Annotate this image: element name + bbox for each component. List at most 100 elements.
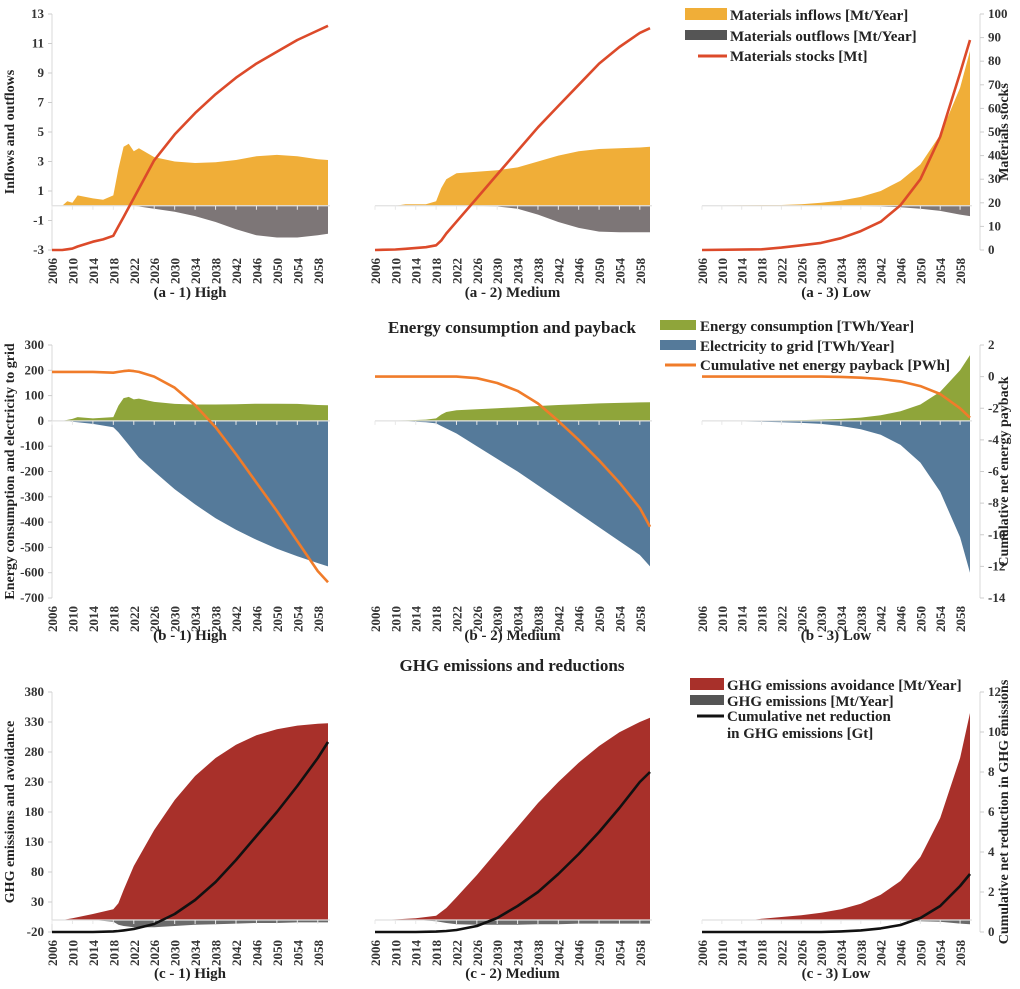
y-tick-label: 280 [25,744,45,759]
x-tick-label: 2010 [715,940,730,966]
legend-swatch-outflows [685,30,727,40]
x-tick-label: 2050 [913,258,928,284]
x-tick-label: 2046 [249,606,264,633]
x-tick-label: 2042 [229,258,244,284]
x-tick-label: 2030 [168,940,183,966]
panel-title: (a - 3) Low [801,285,871,301]
y2-tick-label: 100 [988,6,1008,21]
legend-materials: Materials inflows [Mt/Year] Materials ou… [685,8,917,65]
y-tick-label: -500 [20,539,44,554]
panel-b1: 300 200 100 0 -100 -200 -300 -400 -500 -600 -700En… [3,337,330,644]
area-electricity-to-grid-twh-year [375,420,650,567]
x-tick-label: 2034 [511,606,526,633]
y-tick-label: -100 [20,438,44,453]
x-tick-label: 2022 [127,940,142,966]
ghg-section-title: GHG emissions and reductions [400,656,625,675]
x-tick-label: 2022 [127,606,142,632]
panel-a2: 2006 2010 2014 2018 2022 2026 2030 2034 2038 2042… [368,27,652,301]
y2-tick-label: -2 [988,400,999,415]
x-tick-label: 2014 [735,258,750,285]
x-tick-label: 2010 [388,258,403,284]
y-tick-label: 100 [25,388,45,403]
legend-label-inflows: Materials inflows [Mt/Year] [730,8,908,24]
y2-tick-label: 0 [988,242,995,257]
area-ghg-emissions-avoidance-mt-year [52,723,328,920]
x-tick-label: 2010 [65,606,80,632]
panel-b3: 2 0 -2 -4 -6 -8 -10 -12 -14 Cumulative net energy… [695,337,1012,644]
y2-tick-label: 2 [988,884,995,899]
x-tick-label: 2014 [409,606,424,633]
area-ghg-emissions-avoidance-mt-year [375,717,650,920]
area-materials-outflows-mt-year [702,205,970,217]
x-tick-label: 2018 [755,940,770,967]
x-tick-label: 2038 [531,940,546,967]
area-ghg-emissions-mt-year [52,920,328,928]
x-tick-label: 2006 [368,940,383,967]
y2-tick-label: 70 [988,77,1001,92]
y2-tick-label: 40 [988,148,1001,163]
y-tick-label: -300 [20,489,44,504]
x-tick-label: 2014 [86,606,101,633]
x-tick-label: 2038 [854,258,869,285]
legend-label-ghg: GHG emissions [Mt/Year] [727,694,894,710]
y2-tick-label: 2 [988,337,995,352]
x-tick-label: 2018 [429,258,444,285]
y-tick-label: 3 [38,154,45,169]
line-materials-stocks-mt [374,27,651,252]
y2-tick-label: 4 [988,844,995,859]
x-tick-label: 2006 [45,940,60,967]
y-tick-label: 300 [25,337,45,352]
x-tick-label: 2058 [311,258,326,285]
x-tick-label: 2038 [209,940,224,967]
legend-ghg: GHG emissions avoidance [Mt/Year] GHG em… [690,678,962,742]
x-tick-label: 2038 [854,606,869,633]
x-tick-label: 2054 [290,606,305,633]
x-tick-label: 2034 [834,940,849,967]
x-tick-label: 2058 [953,606,968,633]
area-energy-consumption-twh-year [375,402,650,421]
y2-tick-label: 90 [988,30,1001,45]
x-tick-label: 2010 [65,258,80,284]
y2-tick-label: 30 [988,171,1001,186]
area-materials-outflows-mt-year [52,205,328,238]
y-tick-label: 80 [31,864,44,879]
x-tick-label: 2054 [933,258,948,285]
x-tick-label: 2042 [874,940,889,966]
x-tick-label: 2006 [368,606,383,633]
panel-title: (a - 2) Medium [465,285,561,301]
y-tick-label: 13 [31,6,45,21]
x-tick-label: 2054 [612,258,627,285]
y-tick-label: 200 [25,362,45,377]
x-tick-label: 2058 [311,606,326,633]
x-tick-label: 2058 [633,940,648,967]
legend-label-cumulative-line2: in GHG emissions [Gt] [727,726,873,742]
x-tick-label: 2046 [894,258,909,285]
line-cumulative-net-reduction-in-ghg-emissions-gt [702,873,972,934]
x-tick-label: 2018 [106,940,121,967]
x-tick-label: 2034 [188,940,203,967]
y-tick-label: -3 [33,242,44,257]
y-tick-label: 180 [25,804,45,819]
x-tick-label: 2010 [715,606,730,632]
x-tick-label: 2054 [933,606,948,633]
x-tick-label: 2030 [490,606,505,632]
x-tick-label: 2038 [531,258,546,285]
x-tick-label: 2050 [270,606,285,632]
y2-tick-label: 20 [988,195,1001,210]
panel-c1: 380 330 280 230 180 130 80 30 -20 GHG emissions a… [3,684,330,982]
x-tick-label: 2054 [612,940,627,967]
x-tick-label: 2022 [774,606,789,632]
x-tick-label: 2022 [449,606,464,632]
y2-tick-label: -10 [988,527,1005,542]
legend-label-payback: Cumulative net energy payback [PWh] [700,358,950,374]
panel-title: (a - 1) High [154,285,228,301]
area-materials-inflows-mt-year [702,50,970,206]
y2-tick-label: 10 [988,724,1001,739]
x-tick-label: 2030 [490,258,505,284]
x-tick-label: 2026 [470,606,485,633]
legend-label-stocks: Materials stocks [Mt] [730,49,867,65]
line-materials-stocks-mt [701,39,972,252]
panel-c2: 2006 2010 2014 2018 2022 2026 2030 2034 2038 2042… [368,717,652,982]
